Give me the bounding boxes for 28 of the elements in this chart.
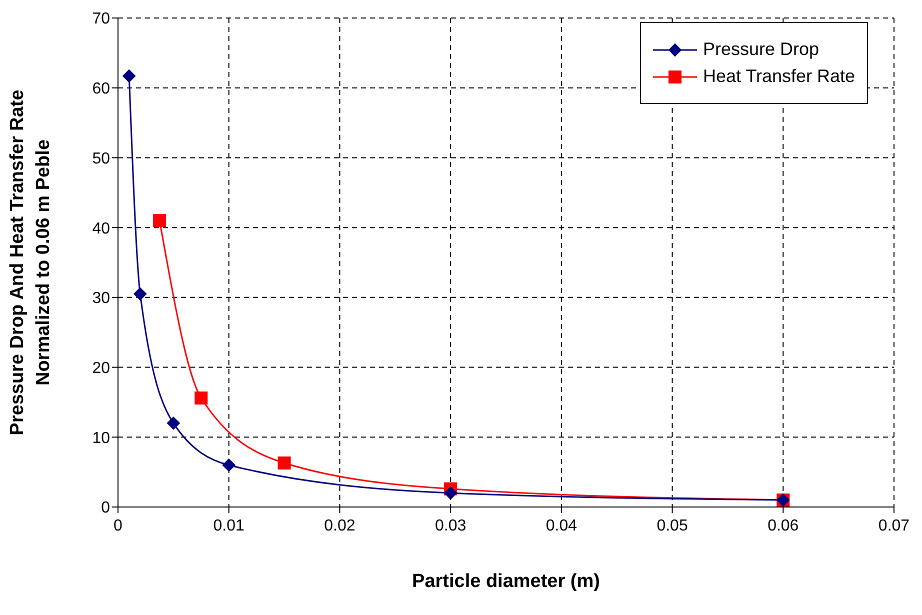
y-tick-label: 60 <box>92 80 110 98</box>
y-tick-label: 0 <box>101 500 110 517</box>
point <box>278 456 291 470</box>
x-axis-title: Particle diameter (m) <box>412 571 600 592</box>
y-tick-label: 30 <box>92 290 110 308</box>
x-tick-label: 0.05 <box>656 517 688 534</box>
x-tick-label: 0.07 <box>878 517 910 534</box>
x-tick-label: 0 <box>114 517 123 534</box>
y-tick-label: 10 <box>92 430 110 447</box>
point <box>134 287 147 300</box>
y-tick-label: 40 <box>92 220 110 238</box>
point <box>153 214 166 228</box>
y-tick-label: 20 <box>92 360 110 377</box>
x-tick-label: 0.02 <box>324 517 356 534</box>
x-tick-label: 0.03 <box>435 517 466 534</box>
x-tick-label: 0.01 <box>213 517 245 534</box>
y-tick-label: 50 <box>92 150 110 168</box>
point <box>194 392 208 405</box>
legend-label: Heat Transfer Rate <box>703 66 856 87</box>
point <box>222 458 236 472</box>
x-tick-label: 0.06 <box>768 517 799 534</box>
y-axis-title: Pressure Drop And Heat Transfer Rate Normalized to 0.06 m Peble <box>7 90 54 436</box>
point <box>166 416 180 430</box>
x-tick-label: 0.04 <box>546 517 578 534</box>
point <box>122 69 136 82</box>
legend-label: Pressure Drop <box>703 39 820 60</box>
y-tick-label: 70 <box>92 10 110 28</box>
point <box>444 486 458 500</box>
